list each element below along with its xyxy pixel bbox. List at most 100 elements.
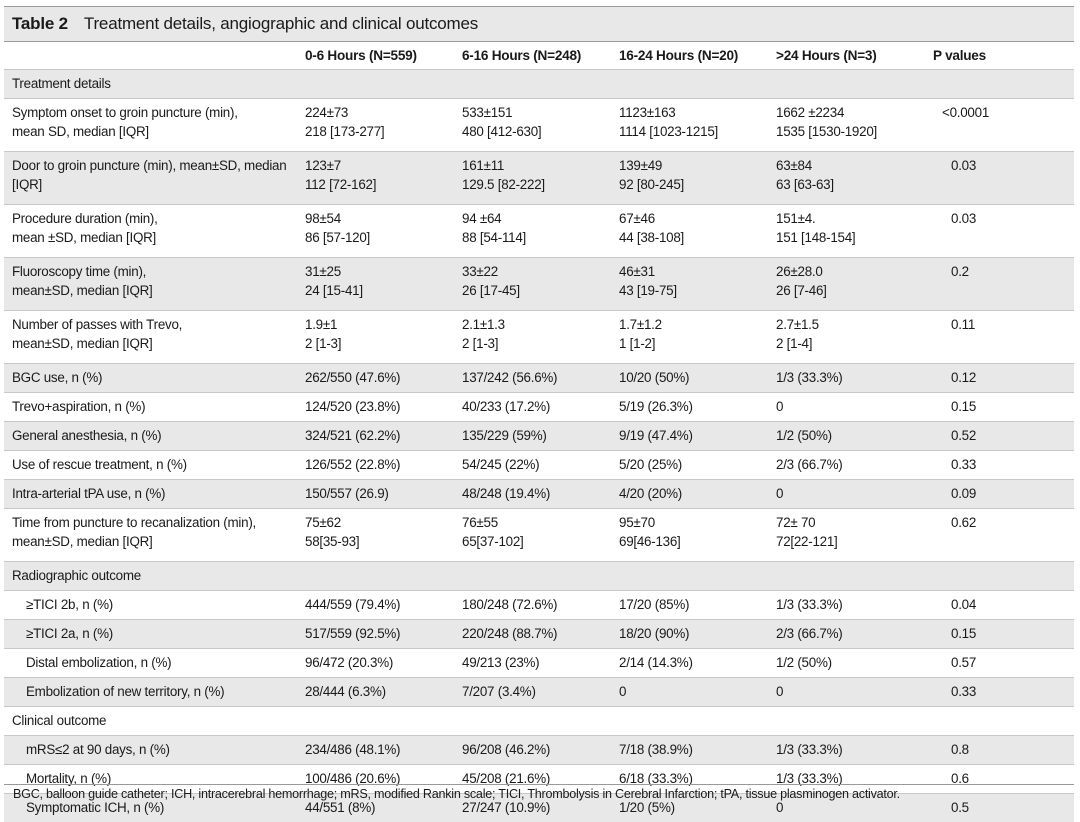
cell-line: 124/520 (23.8%) xyxy=(305,397,462,416)
cell-line: [IQR] xyxy=(12,175,301,194)
cell-line: 69[46-136] xyxy=(619,532,776,551)
cell-line: Fluoroscopy time (min), xyxy=(12,262,301,281)
table-row: ≥TICI 2a, n (%)517/559 (92.5%)220/248 (8… xyxy=(4,620,1074,649)
row-label: General anesthesia, n (%) xyxy=(4,422,305,451)
cell-line: 151 [148-154] xyxy=(776,228,933,247)
cell-line: 18/20 (90%) xyxy=(619,624,776,643)
cell-line: 1535 [1530-1920] xyxy=(776,122,933,141)
cell-0-6h: 444/559 (79.4%) xyxy=(305,591,462,620)
cell-line: mean±SD, median [IQR] xyxy=(12,334,301,353)
cell-over-24h: 0 xyxy=(776,393,933,422)
cell-line: 65[37-102] xyxy=(462,532,619,551)
cell-line: Number of passes with Trevo, xyxy=(12,315,301,334)
section-title: Clinical outcome xyxy=(4,707,1074,736)
cell-line: 444/559 (79.4%) xyxy=(305,595,462,614)
column-header-over-24h: >24 Hours (N=3) xyxy=(776,42,933,70)
table-row: Symptom onset to groin puncture (min),me… xyxy=(4,99,1074,152)
cell-line: 45/208 (21.6%) xyxy=(462,769,619,788)
row-label: Embolization of new territory, n (%) xyxy=(4,678,305,707)
cell-line: 9/19 (47.4%) xyxy=(619,426,776,445)
cell-line: 40/233 (17.2%) xyxy=(462,397,619,416)
cell-line: 1.9±1 xyxy=(305,315,462,334)
cell-0-6h: 124/520 (23.8%) xyxy=(305,393,462,422)
bottom-rule xyxy=(4,784,1074,785)
table-row: General anesthesia, n (%)324/521 (62.2%)… xyxy=(4,422,1074,451)
table-row: Use of rescue treatment, n (%)126/552 (2… xyxy=(4,451,1074,480)
cell-line: 1123±163 xyxy=(619,103,776,122)
column-header-6-16h: 6-16 Hours (N=248) xyxy=(462,42,619,70)
cell-line: 49/213 (23%) xyxy=(462,653,619,672)
row-label: Trevo+aspiration, n (%) xyxy=(4,393,305,422)
cell-p-value: 0.6 xyxy=(933,765,1074,794)
cell-line: 33±22 xyxy=(462,262,619,281)
cell-line: mRS≤2 at 90 days, n (%) xyxy=(26,740,301,759)
cell-line: 1/2 (50%) xyxy=(776,426,933,445)
cell-line: Treatment details xyxy=(12,74,1070,93)
cell-line: 1/3 (33.3%) xyxy=(776,595,933,614)
cell-line: 0 xyxy=(776,682,933,701)
cell-line: 1/2 (50%) xyxy=(776,653,933,672)
cell-line: 48/248 (19.4%) xyxy=(462,484,619,503)
cell-line: 6/18 (33.3%) xyxy=(619,769,776,788)
cell-line: 26 [17-45] xyxy=(462,281,619,300)
cell-16-24h: 0 xyxy=(619,678,776,707)
cell-line: 10/20 (50%) xyxy=(619,368,776,387)
cell-p-value: 0.15 xyxy=(933,620,1074,649)
cell-line: 2/3 (66.7%) xyxy=(776,455,933,474)
cell-line: Procedure duration (min), xyxy=(12,209,301,228)
cell-line: mean SD, median [IQR] xyxy=(12,122,301,141)
cell-p-value: 0.33 xyxy=(933,678,1074,707)
cell-line: 67±46 xyxy=(619,209,776,228)
cell-line: Clinical outcome xyxy=(12,711,1070,730)
cell-over-24h: 1/3 (33.3%) xyxy=(776,364,933,393)
cell-line: 324/521 (62.2%) xyxy=(305,426,462,445)
cell-line: 100/486 (20.6%) xyxy=(305,769,462,788)
cell-p-value: 0.5 xyxy=(933,794,1074,822)
cell-over-24h: 2/3 (66.7%) xyxy=(776,620,933,649)
table-number: Table 2 xyxy=(12,14,68,34)
table-footnote: BGC, balloon guide catheter; ICH, intrac… xyxy=(13,787,900,801)
header-row: 0-6 Hours (N=559) 6-16 Hours (N=248) 16-… xyxy=(4,42,1074,70)
cell-p-value: 0.57 xyxy=(933,649,1074,678)
table-row: Time from puncture to recanalization (mi… xyxy=(4,509,1074,562)
cell-line: 95±70 xyxy=(619,513,776,532)
cell-line: 2 [1-3] xyxy=(305,334,462,353)
cell-p-value: 0.62 xyxy=(933,509,1074,562)
cell-line: 72± 70 xyxy=(776,513,933,532)
cell-line: 54/245 (22%) xyxy=(462,455,619,474)
cell-6-16h: 135/229 (59%) xyxy=(462,422,619,451)
cell-6-16h: 7/207 (3.4%) xyxy=(462,678,619,707)
table-row: Intra-arterial tPA use, n (%)150/557 (26… xyxy=(4,480,1074,509)
cell-line: 123±7 xyxy=(305,156,462,175)
cell-line: Distal embolization, n (%) xyxy=(26,653,301,672)
cell-line: 94 ±64 xyxy=(462,209,619,228)
cell-16-24h: 5/19 (26.3%) xyxy=(619,393,776,422)
cell-line: Intra-arterial tPA use, n (%) xyxy=(12,484,301,503)
section-title: Radiographic outcome xyxy=(4,562,1074,591)
cell-line: 4/20 (20%) xyxy=(619,484,776,503)
column-header-16-24h: 16-24 Hours (N=20) xyxy=(619,42,776,70)
cell-line: 218 [173-277] xyxy=(305,122,462,141)
cell-p-value: 0.2 xyxy=(933,258,1074,311)
cell-line: 2.7±1.5 xyxy=(776,315,933,334)
cell-p-value: 0.8 xyxy=(933,736,1074,765)
cell-0-6h: 28/444 (6.3%) xyxy=(305,678,462,707)
cell-6-16h: 40/233 (17.2%) xyxy=(462,393,619,422)
row-label: Door to groin puncture (min), mean±SD, m… xyxy=(4,152,305,205)
cell-line: General anesthesia, n (%) xyxy=(12,426,301,445)
